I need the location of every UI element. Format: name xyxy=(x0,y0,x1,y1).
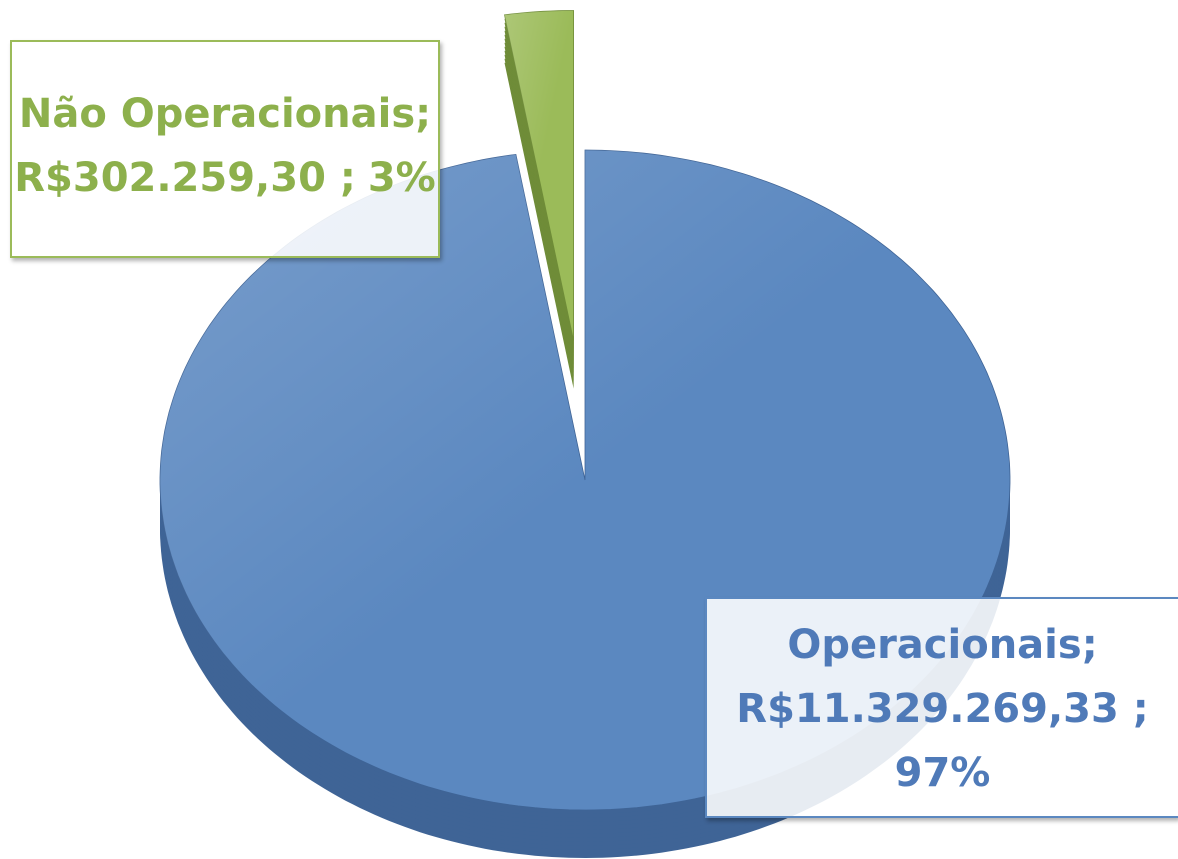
label-value: R$302.259,30 ; xyxy=(14,155,356,201)
label-value-line: R$302.259,30 ; 3% xyxy=(12,146,438,210)
label-category: Não Operacionais; xyxy=(18,91,432,137)
pie xyxy=(159,10,1011,858)
label-percent: 3% xyxy=(367,155,436,201)
data-label: Operacionais; R$11.329.269,33 ; 97% xyxy=(705,597,1178,818)
label-value: R$11.329.269,33 ; xyxy=(736,686,1149,732)
label-percent: 97% xyxy=(894,750,991,796)
data-label: Não Operacionais; R$302.259,30 ; 3% xyxy=(10,40,440,258)
label-category: Operacionais; xyxy=(787,622,1098,668)
slice-highlight xyxy=(504,10,574,341)
